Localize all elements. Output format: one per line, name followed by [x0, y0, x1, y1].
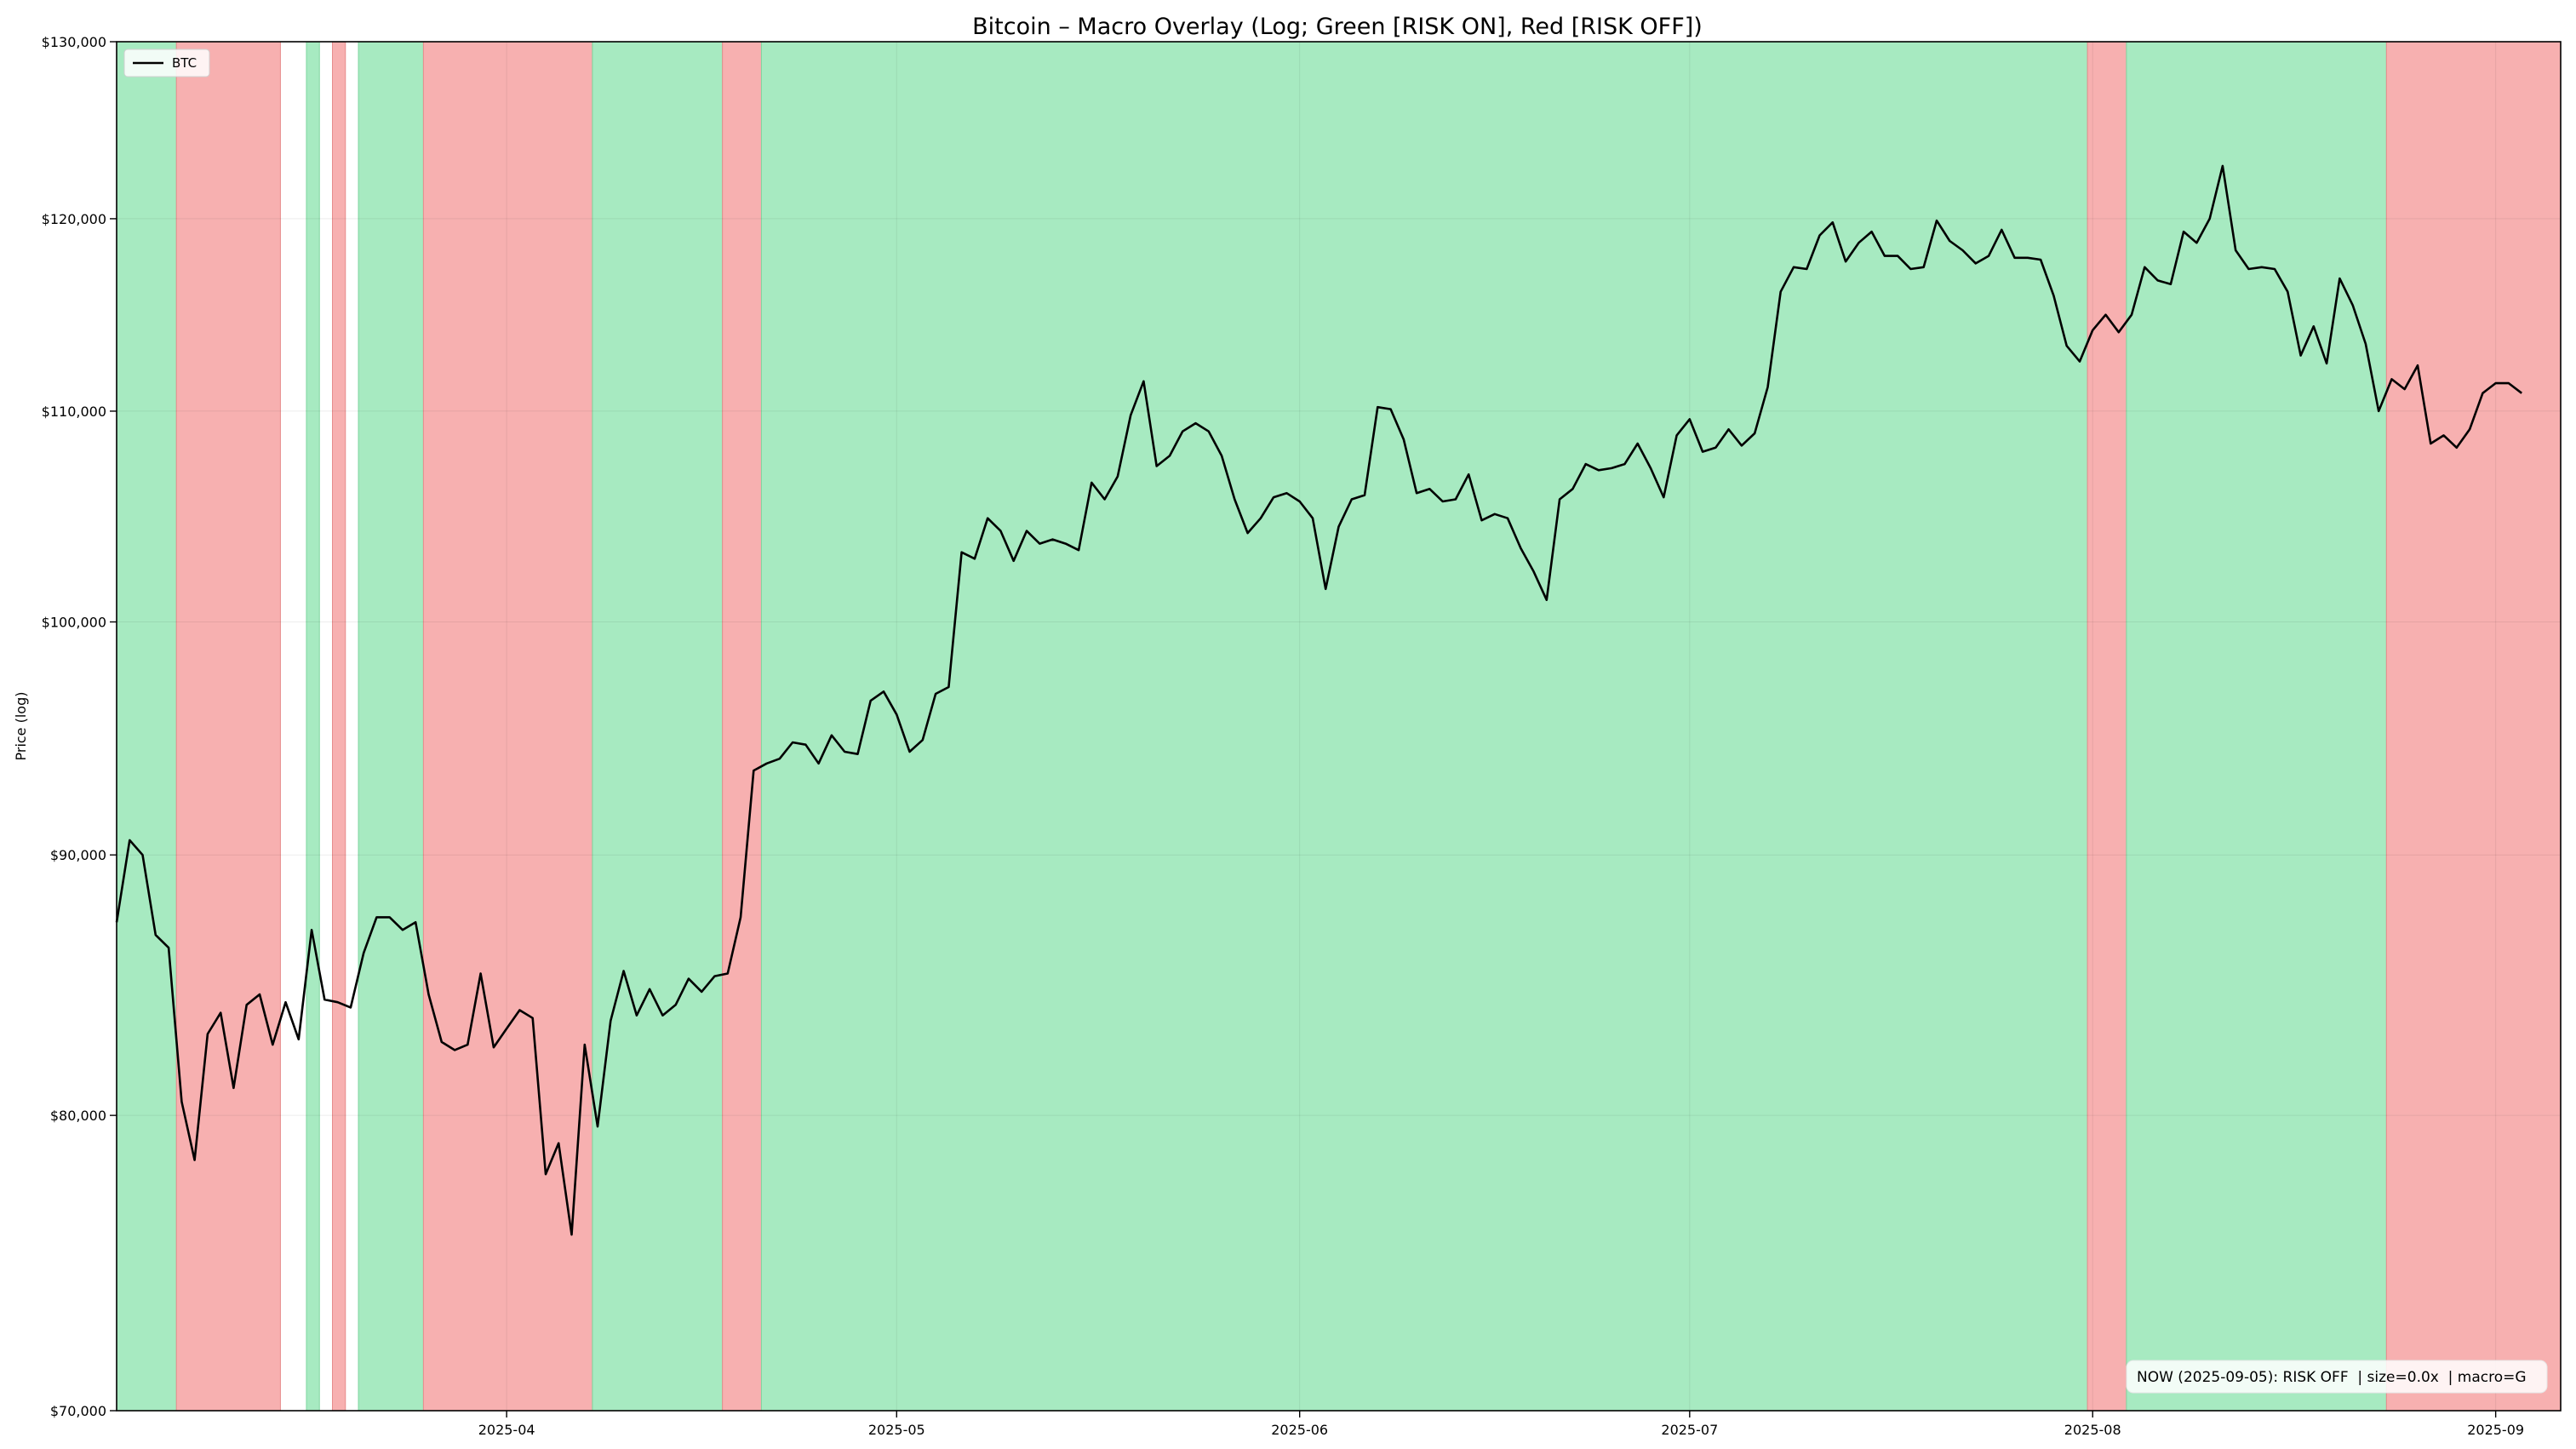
x-tick-label: 2025-06 — [1271, 1422, 1328, 1438]
legend: BTC — [123, 49, 210, 77]
y-tick-label: $70,000 — [50, 1403, 106, 1419]
regime-region-risk-on-10 — [2126, 41, 2387, 1412]
series-layer — [115, 164, 2522, 1236]
x-tick-label: 2025-09 — [2467, 1422, 2524, 1438]
y-axis-label: Price (log) — [13, 692, 29, 761]
status-box-frame — [2126, 1360, 2548, 1394]
x-tick-label: 2025-08 — [2064, 1422, 2121, 1438]
regime-region-risk-off-11 — [2385, 41, 2562, 1412]
x-tick-label: 2025-04 — [478, 1422, 535, 1438]
chart-title: Bitcoin – Macro Overlay (Log; Green [RIS… — [972, 14, 1703, 40]
regime-regions — [116, 41, 2562, 1412]
y-tick-label: $100,000 — [42, 615, 106, 631]
series-line-btc — [115, 164, 2522, 1236]
y-axis: $70,000 $80,000 $90,000 $100,000 $110,000 $12… — [42, 34, 117, 1419]
regime-region-risk-on-0 — [116, 41, 177, 1412]
regime-region-risk-off-9 — [2087, 41, 2127, 1412]
legend-frame — [123, 49, 210, 77]
regime-region-risk-off-1 — [175, 41, 281, 1412]
x-tick-label: 2025-07 — [1661, 1422, 1718, 1438]
regime-region-risk-on-6 — [592, 41, 724, 1412]
y-tick-label: $90,000 — [50, 847, 106, 863]
y-tick-label: $120,000 — [42, 211, 106, 227]
status-box: NOW (2025-09-05): RISK OFF | size=0.0x |… — [2126, 1360, 2548, 1394]
status-text: NOW (2025-09-05): RISK OFF | size=0.0x |… — [2137, 1369, 2527, 1386]
x-axis: 2025-04 2025-05 2025-06 2025-07 2025-08 2025-… — [478, 1411, 2524, 1438]
y-tick-label: $80,000 — [50, 1108, 106, 1124]
regime-region-risk-off-3 — [332, 41, 346, 1412]
plot-frame — [116, 41, 2562, 1412]
regime-region-risk-on-8 — [760, 41, 2088, 1412]
regime-region-risk-on-2 — [306, 41, 320, 1412]
x-tick-label: 2025-05 — [868, 1422, 925, 1438]
regime-region-risk-on-4 — [358, 41, 424, 1412]
y-tick-label: $110,000 — [42, 404, 106, 420]
y-tick-label: $130,000 — [42, 34, 106, 50]
legend-label-btc: BTC — [172, 55, 197, 71]
regime-region-risk-off-7 — [722, 41, 762, 1412]
